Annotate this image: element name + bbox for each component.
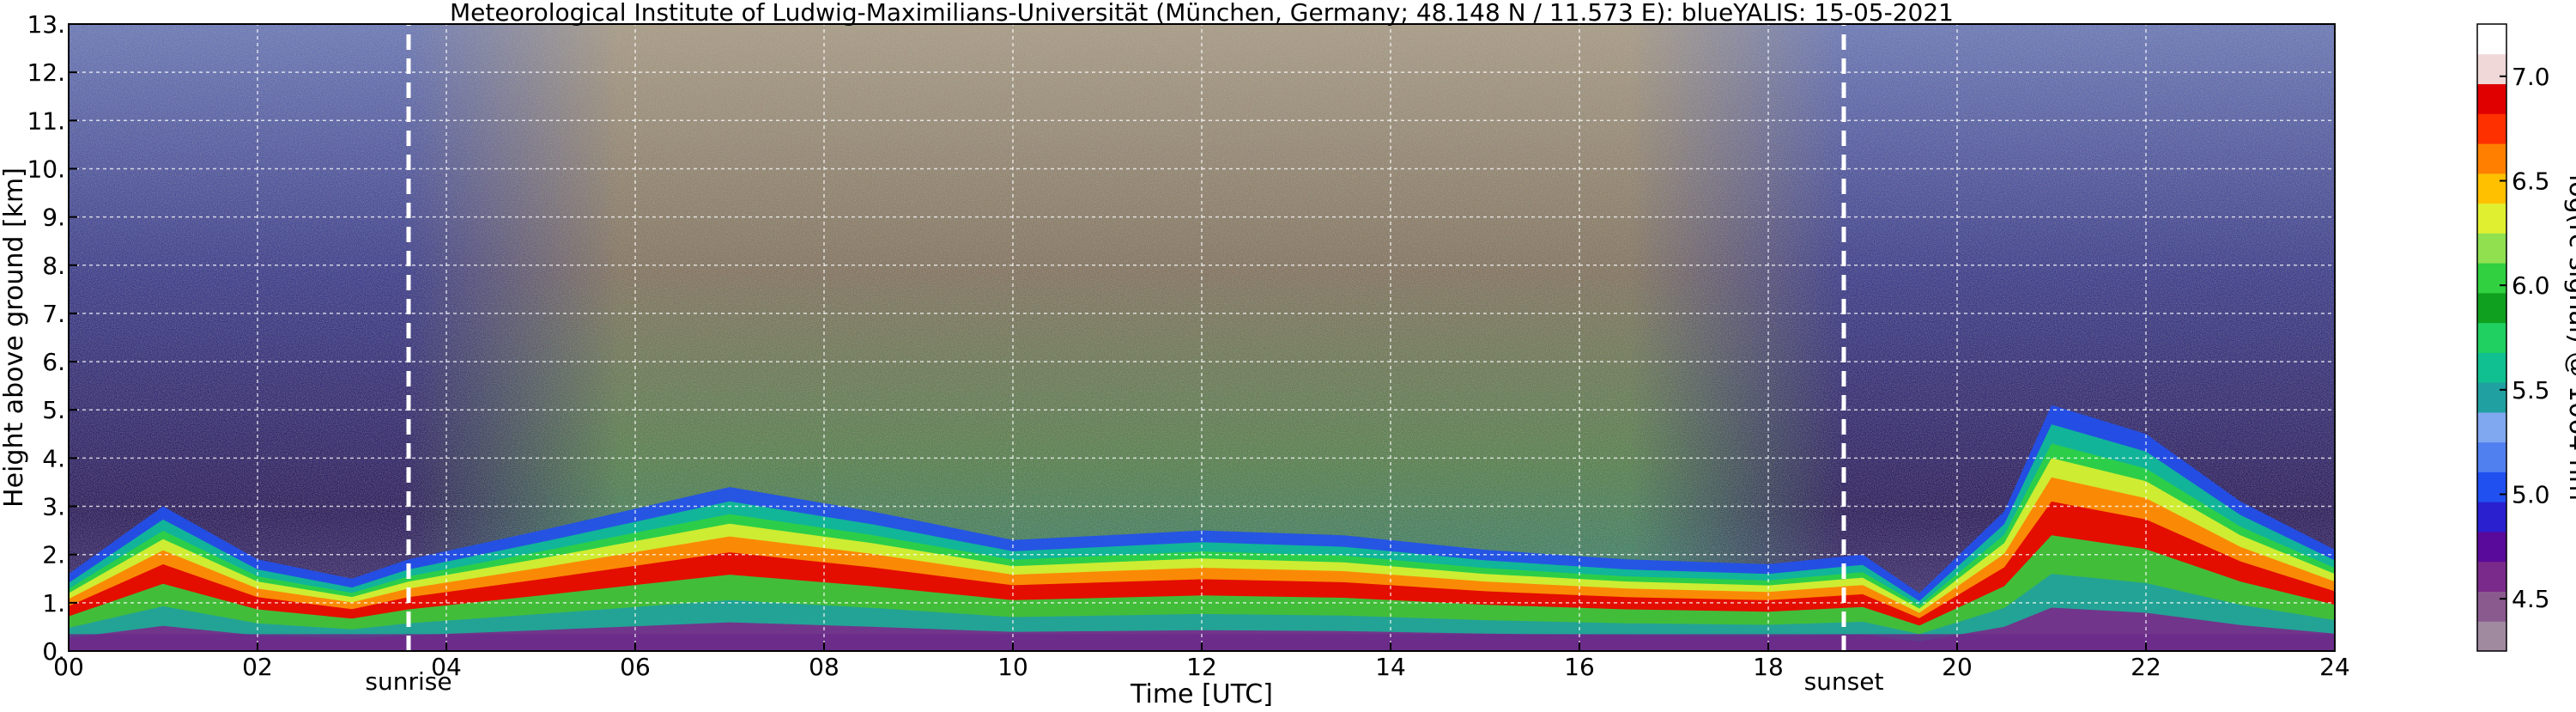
y-tick-label: 11.: [27, 106, 65, 135]
colorbar-swatch: [2477, 621, 2506, 652]
y-tick-label: 7.: [42, 300, 65, 328]
colorbar-swatch: [2477, 531, 2506, 563]
colorbar-swatch: [2477, 83, 2506, 114]
colorbar-tick-label: 6.5: [2512, 167, 2550, 196]
colorbar-swatch: [2477, 233, 2506, 264]
y-tick-label: 13.: [27, 10, 65, 39]
plot-area: [69, 24, 2335, 651]
colorbar-swatch: [2477, 263, 2506, 294]
colorbar-swatch: [2477, 441, 2506, 472]
colorbar-label: log(rc-signal) @ 1064 nm: [2563, 174, 2576, 501]
x-tick-label: 06: [620, 653, 651, 681]
y-tick-label: 5.: [42, 396, 65, 424]
colorbar-swatch: [2477, 143, 2506, 174]
x-tick-label: 02: [242, 653, 273, 681]
colorbar-tick-label: 7.0: [2512, 63, 2550, 91]
y-tick-label: 1.: [42, 589, 65, 618]
x-tick-label: 10: [997, 653, 1028, 681]
colorbar-tick-label: 6.0: [2512, 271, 2550, 300]
colorbar-tick-label: 4.5: [2512, 585, 2550, 613]
x-tick-label: 16: [1564, 653, 1595, 681]
colorbar-swatch: [2477, 502, 2506, 532]
x-tick-label: 20: [1942, 653, 1973, 681]
colorbar-swatch: [2477, 173, 2506, 204]
colorbar-ticks: 4.5 5.0 5.5 6.0 6.5 7.0: [2500, 63, 2550, 613]
grid-lines: [69, 24, 2335, 651]
x-tick-label: 12: [1186, 653, 1217, 681]
colorbar-swatch: [2477, 113, 2506, 144]
y-tick-label: 2.: [42, 541, 65, 569]
y-tick-label: 3.: [42, 493, 65, 521]
x-tick-label: 22: [2131, 653, 2161, 681]
colorbar-tick-label: 5.5: [2512, 376, 2550, 405]
x-tick-label: 04: [431, 653, 462, 681]
y-tick-label: 10.: [27, 155, 65, 183]
y-axis-ticks: 0. 1. 2. 3. 4. 5. 6. 7. 8. 9. 10. 11. 12. 13.: [27, 10, 77, 666]
y-tick-label: 9.: [42, 204, 65, 232]
colorbar-swatch: [2477, 24, 2506, 55]
colorbar-swatch: [2477, 591, 2506, 622]
colorbar-swatch: [2477, 53, 2506, 85]
x-tick-label: 14: [1375, 653, 1406, 681]
x-tick-label: 08: [809, 653, 839, 681]
colorbar-frame: [2476, 23, 2507, 652]
y-tick-label: 8.: [42, 252, 65, 280]
y-tick-label: 0.: [42, 637, 65, 666]
colorbar-swatch: [2477, 322, 2506, 353]
annotations: sunrise sunset: [365, 667, 1883, 696]
x-tick-label: 18: [1753, 653, 1784, 681]
sunrise-label: sunrise: [365, 667, 452, 696]
y-tick-label: 4.: [42, 444, 65, 472]
colorbar-swatch: [2477, 292, 2506, 324]
colorbar-swatch: [2477, 561, 2506, 592]
x-axis-label: Time [UTC]: [1130, 679, 1273, 708]
chart-title: Meteorological Institute of Ludwig-Maxim…: [450, 0, 1954, 27]
colorbar-swatch: [2477, 472, 2506, 502]
x-tick-label: 24: [2319, 653, 2350, 681]
x-tick-label: 00: [53, 653, 84, 681]
y-axis-label: Height above ground [km]: [0, 167, 29, 508]
colorbar-swatch: [2477, 411, 2506, 443]
x-axis-ticks: 00 02 04 06 08 10 12 14 16 18 20 22 24: [53, 642, 2350, 681]
colorbar-swatch: [2477, 352, 2506, 383]
colorbar-tick-label: 5.0: [2512, 481, 2550, 509]
y-tick-label: 6.: [42, 348, 65, 376]
colorbar-swatch: [2477, 382, 2506, 413]
sun-markers: [406, 24, 1846, 651]
colorbar: 4.5 5.0 5.5 6.0 6.5 7.0 log(rc-signal) @ 1064…: [2476, 23, 2576, 652]
colorbar-swatches: [2477, 24, 2506, 652]
y-tick-label: 12.: [27, 58, 65, 87]
colorbar-swatch: [2477, 203, 2506, 234]
sunset-label: sunset: [1804, 667, 1884, 696]
